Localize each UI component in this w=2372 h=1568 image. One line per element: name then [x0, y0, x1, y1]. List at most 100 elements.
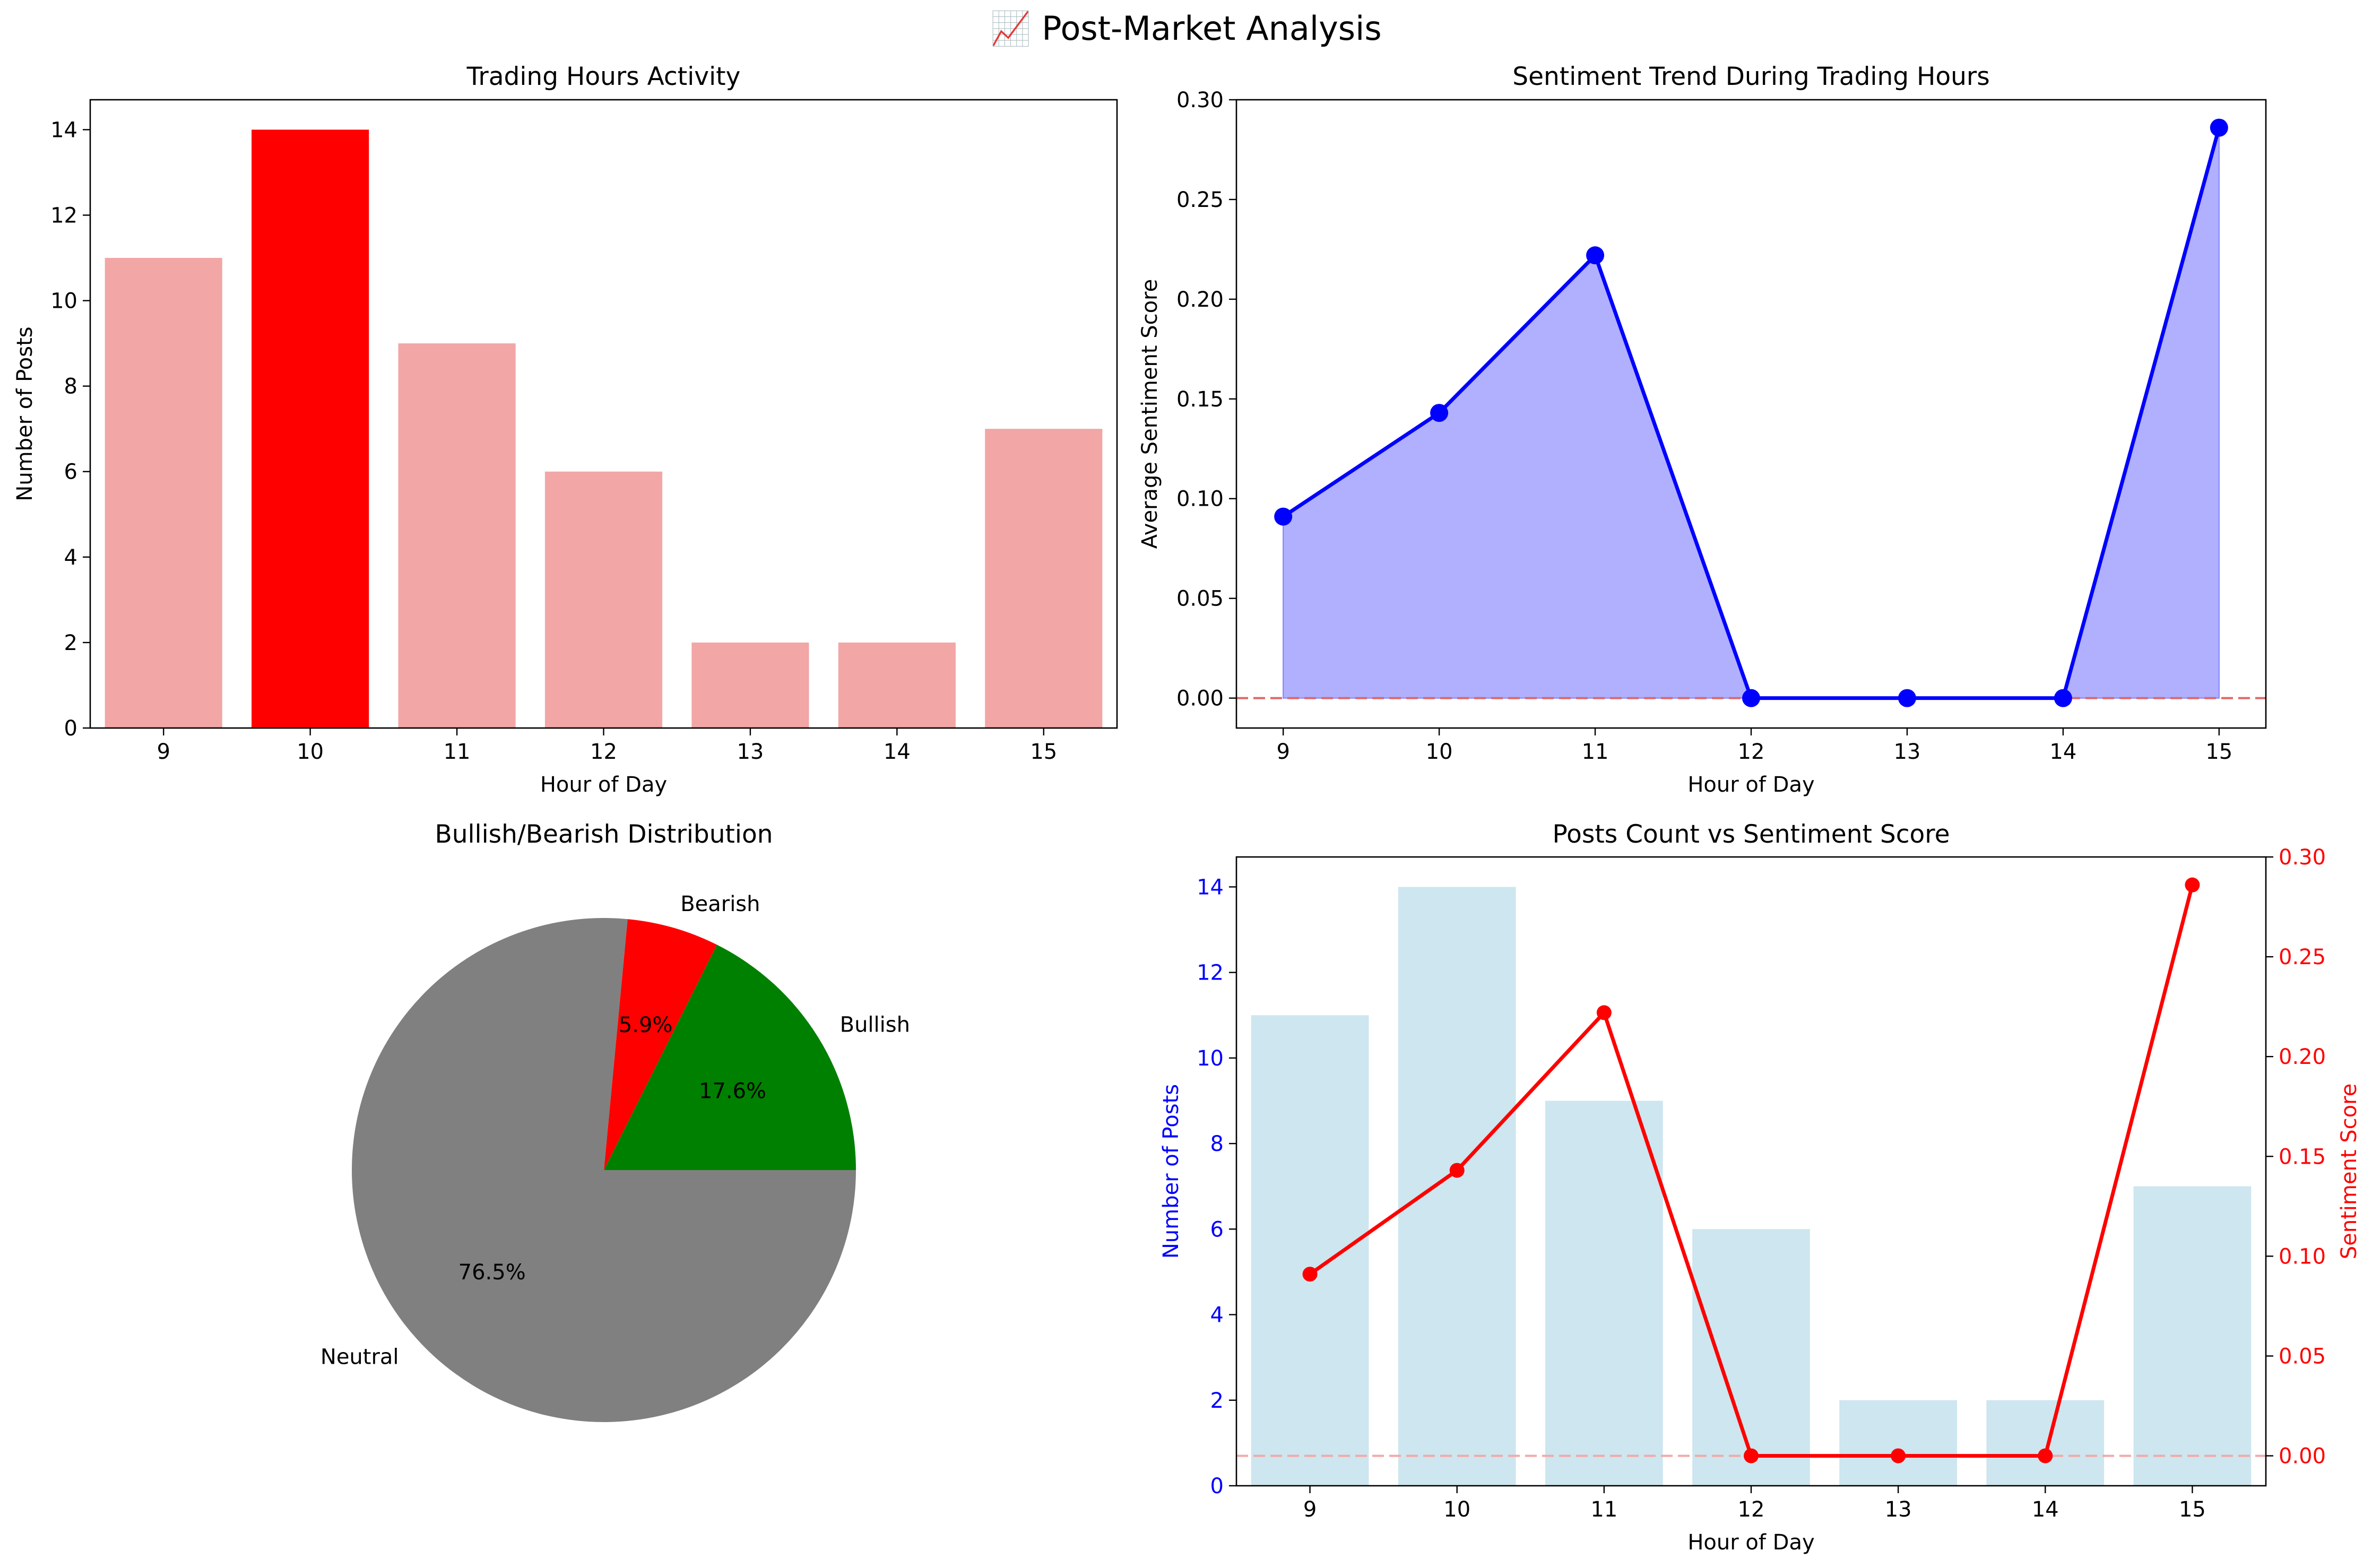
- sentiment-score-point-hour-9: [1302, 1267, 1318, 1282]
- posts-bar-hour-10: [1398, 887, 1516, 1486]
- y-tick-label: 0: [64, 716, 77, 741]
- bar-hour-11: [398, 343, 516, 728]
- y-tick-label: 0.15: [1176, 387, 1224, 412]
- y-tick-label: 6: [1210, 1217, 1224, 1242]
- y2-axis-label: Sentiment Score: [2337, 1084, 2361, 1260]
- sentiment-point-hour-12: [1742, 689, 1760, 707]
- chart-title: Posts Count vs Sentiment Score: [1552, 820, 1950, 849]
- y-tick-label: 0.00: [1176, 687, 1224, 711]
- pie-percent-label: 17.6%: [699, 1079, 766, 1103]
- bar-hour-13: [691, 642, 809, 728]
- pie-percent-label: 5.9%: [619, 1013, 673, 1037]
- y-tick-label: 4: [1210, 1303, 1224, 1328]
- y2-tick-label: 0.15: [2279, 1145, 2326, 1169]
- x-tick-label: 15: [2205, 740, 2232, 764]
- y-tick-label: 6: [64, 460, 77, 484]
- x-tick-label: 10: [1443, 1497, 1470, 1522]
- sentiment-point-hour-11: [1586, 246, 1605, 265]
- sentiment-score-point-hour-14: [2038, 1448, 2053, 1463]
- pie-label: Bullish: [840, 1013, 910, 1037]
- posts-bar-hour-9: [1251, 1015, 1369, 1486]
- y-tick-label: 0.10: [1176, 487, 1224, 512]
- axes-frame: [1235, 856, 2267, 1487]
- bar-hour-9: [105, 258, 222, 728]
- y-tick-label: 0.05: [1176, 587, 1224, 611]
- pie-percent-label: 76.5%: [458, 1260, 526, 1285]
- y-tick-label: 12: [1197, 961, 1224, 985]
- x-tick-label: 10: [297, 740, 324, 764]
- chart-title: Bullish/Bearish Distribution: [435, 820, 773, 849]
- sentiment-score-point-hour-12: [1744, 1448, 1759, 1463]
- bar-hour-15: [985, 429, 1103, 728]
- y-tick-label: 2: [64, 631, 77, 655]
- x-axis-label: Hour of Day: [1687, 773, 1814, 797]
- posts-bar-hour-13: [1839, 1400, 1957, 1486]
- sentiment-point-hour-15: [2210, 118, 2228, 137]
- y-tick-label: 14: [50, 118, 77, 142]
- y-axis-label: Number of Posts: [13, 326, 37, 501]
- chart-title: Trading Hours Activity: [466, 62, 741, 91]
- x-tick-label: 9: [1303, 1497, 1317, 1522]
- y2-tick-label: 0.25: [2279, 945, 2326, 969]
- y-tick-label: 2: [1210, 1389, 1224, 1413]
- sentiment-point-hour-10: [1430, 404, 1449, 422]
- x-tick-label: 11: [1590, 1497, 1617, 1522]
- y-axis-label: Number of Posts: [1159, 1084, 1183, 1259]
- y-tick-label: 0.25: [1176, 188, 1224, 212]
- x-tick-label: 12: [1738, 1497, 1765, 1522]
- posts-bar-hour-12: [1692, 1229, 1810, 1486]
- y-tick-label: 4: [64, 545, 77, 570]
- y2-tick-label: 0.00: [2279, 1444, 2326, 1469]
- y2-tick-label: 0.10: [2279, 1244, 2326, 1269]
- y2-tick-label: 0.05: [2279, 1344, 2326, 1368]
- sentiment-point-hour-14: [2054, 689, 2072, 707]
- x-tick-label: 14: [884, 740, 911, 764]
- bar-hour-12: [544, 471, 663, 728]
- trading-hours-activity-chart: 9 10 11 12 13 14 15 0 2 4 6 8 10 12 14 Trading Hours Ac…: [13, 62, 1118, 797]
- y-tick-label: 10: [50, 289, 77, 314]
- sentiment-point-hour-13: [1898, 689, 1916, 707]
- chart-title: Sentiment Trend During Trading Hours: [1512, 62, 1989, 91]
- y-tick-label: 0.30: [1176, 88, 1224, 112]
- y-tick-label: 8: [1210, 1132, 1224, 1156]
- x-tick-label: 9: [157, 740, 170, 764]
- x-tick-label: 13: [1893, 740, 1920, 764]
- pie-slice-neutral: [352, 918, 856, 1422]
- sentiment-point-hour-9: [1274, 507, 1293, 526]
- y-tick-label: 8: [64, 375, 77, 399]
- sentiment-score-point-hour-10: [1449, 1163, 1465, 1178]
- y2-tick-label: 0.20: [2279, 1045, 2326, 1069]
- x-tick-label: 12: [590, 740, 617, 764]
- pie-slice-bullish: [604, 945, 856, 1170]
- bar-hour-14: [838, 642, 956, 728]
- x-tick-label: 11: [1582, 740, 1609, 764]
- y-tick-label: 12: [50, 203, 77, 228]
- x-tick-label: 15: [1030, 740, 1057, 764]
- y-tick-label: 0: [1210, 1474, 1224, 1498]
- posts-bar-hour-11: [1545, 1101, 1663, 1486]
- x-tick-label: 9: [1276, 740, 1289, 764]
- x-tick-label: 10: [1426, 740, 1453, 764]
- axes-frame: [1235, 99, 2267, 729]
- pie-label: Neutral: [321, 1345, 399, 1370]
- y-tick-label: 14: [1197, 875, 1224, 899]
- sentiment-score-point-hour-15: [2185, 877, 2200, 893]
- sentiment-score-point-hour-11: [1596, 1005, 1612, 1020]
- posts-bar-hour-15: [2133, 1186, 2252, 1486]
- x-tick-label: 15: [2179, 1497, 2206, 1522]
- x-axis-label: Hour of Day: [540, 773, 667, 797]
- pie-label: Bearish: [680, 892, 760, 916]
- posts-vs-sentiment-chart: 9 10 11 12 13 14 15 0 2 4 6 8 10 12 14 0.00 0.05 0.10 0.15…: [1159, 820, 2361, 1555]
- pie-slice-bearish: [604, 919, 717, 1170]
- y-tick-label: 0.20: [1176, 288, 1224, 312]
- x-tick-label: 11: [444, 740, 471, 764]
- sentiment-score-point-hour-13: [1891, 1448, 1906, 1463]
- axes-frame: [89, 99, 1118, 729]
- bullish-bearish-pie-chart: Bullish 17.6% Bearish 5.9% Neutral 76.5% Bulli…: [321, 820, 910, 1422]
- x-tick-label: 12: [1738, 740, 1765, 764]
- x-tick-label: 13: [1885, 1497, 1912, 1522]
- x-axis-label: Hour of Day: [1687, 1530, 1814, 1555]
- x-tick-label: 13: [737, 740, 764, 764]
- y-axis-label: Average Sentiment Score: [1138, 279, 1162, 549]
